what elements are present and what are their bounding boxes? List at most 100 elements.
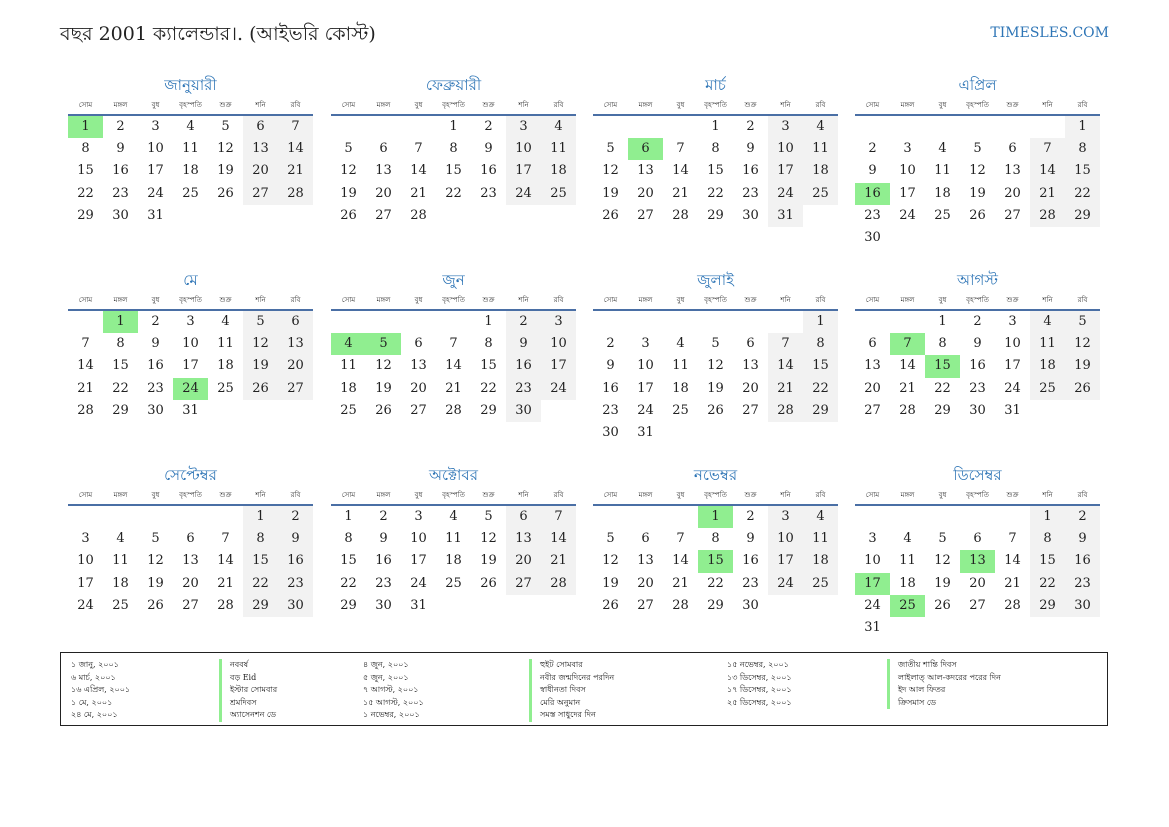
day-cell: 2 bbox=[151, 314, 160, 329]
legend-date: ২৪ মে, ২০০১ bbox=[71, 710, 118, 719]
day-cell: 23 bbox=[147, 380, 164, 396]
day-cell: 20 bbox=[375, 185, 392, 201]
day-cell: 22 bbox=[707, 575, 724, 591]
day-grid: 1 2 3 4 5 6 7 8 9 10 11 12 13 14 15 16 17 18 19 20 21 22 23 24 2… bbox=[855, 311, 1100, 422]
weekday-label: মঙ্গল bbox=[376, 296, 391, 304]
day-cell: 24 bbox=[1004, 380, 1021, 396]
month-name: ফেব্রুয়ারী bbox=[425, 76, 482, 94]
weekday-label: বৃহস্পতি bbox=[179, 296, 202, 304]
day-cell: 2 bbox=[746, 509, 755, 524]
day-cell: 21 bbox=[1030, 182, 1065, 205]
legend-date: ৬ মার্চ, ২০০১ bbox=[71, 672, 116, 682]
weekday-label: বুধ bbox=[676, 491, 685, 499]
day-cell: 20 bbox=[506, 550, 541, 573]
legend-holiday-name: ইদ আল ফিতর bbox=[887, 684, 945, 697]
day-cell: 10 bbox=[768, 528, 803, 551]
day-cell: 25 bbox=[182, 185, 199, 201]
empty-cell bbox=[401, 311, 436, 333]
day-cell: 4 bbox=[116, 531, 125, 547]
day-cell: 8 bbox=[116, 336, 125, 352]
day-cell: 14 bbox=[77, 358, 94, 374]
weekday-label: মঙ্গল bbox=[113, 296, 128, 304]
weekday-label: রবি bbox=[553, 101, 564, 109]
day-cell: 22 bbox=[707, 185, 724, 201]
legend-row: ১ নভেম্বর, ২০০১ সমস্ত সাধুদের দিন bbox=[363, 709, 723, 722]
weekday-label: শনি bbox=[255, 491, 266, 499]
day-cell: 19 bbox=[602, 185, 619, 201]
weekday-header: সোম মঙ্গল বুধ বৃহস্পতি শুক্র শনি রবি bbox=[593, 96, 838, 116]
weekday-label: সোম bbox=[341, 101, 356, 109]
day-cell: 3 bbox=[541, 311, 576, 334]
empty-cell bbox=[995, 617, 1030, 639]
weekday-label: শনি bbox=[1042, 296, 1053, 304]
holiday-day-cell: 15 bbox=[698, 550, 733, 573]
weekday-label: রবি bbox=[290, 296, 301, 304]
day-cell: 21 bbox=[672, 575, 689, 591]
empty-cell bbox=[68, 506, 103, 528]
weekday-label: শুক্র bbox=[482, 101, 495, 109]
day-cell: 9 bbox=[973, 336, 982, 352]
day-cell: 17 bbox=[899, 185, 916, 201]
day-cell: 18 bbox=[803, 160, 838, 183]
empty-cell bbox=[436, 595, 471, 617]
holiday-day-cell: 1 bbox=[698, 506, 733, 529]
holiday-legend: ১ জানু, ২০০১ নববর্ষ ৬ মার্চ, ২০০১ বড় Eid ১৬… bbox=[60, 652, 1108, 726]
day-cell: 13 bbox=[375, 163, 392, 179]
legend-row: ১৬ এপ্রিল, ২০০১ ইস্টার সোমবার bbox=[71, 684, 431, 697]
day-cell: 20 bbox=[864, 380, 881, 396]
weekday-label: বৃহস্পতি bbox=[966, 296, 989, 304]
day-cell: 15 bbox=[707, 163, 724, 179]
day-cell: 13 bbox=[637, 553, 654, 569]
day-cell: 18 bbox=[112, 575, 129, 591]
day-cell: 30 bbox=[375, 597, 392, 613]
day-cell: 30 bbox=[602, 424, 619, 440]
empty-cell bbox=[663, 506, 698, 528]
day-cell: 12 bbox=[602, 163, 619, 179]
day-cell: 10 bbox=[768, 138, 803, 161]
day-cell: 2 bbox=[506, 311, 541, 334]
day-cell: 18 bbox=[217, 358, 234, 374]
month-block: ফেব্রুয়ারী সোম মঙ্গল বুধ বৃহস্পতি শুক্র শনি রব… bbox=[331, 74, 576, 227]
site-link[interactable]: TIMESLES.COM bbox=[990, 25, 1109, 41]
day-cell: 6 bbox=[868, 336, 877, 352]
weekday-label: মঙ্গল bbox=[113, 101, 128, 109]
day-cell: 17 bbox=[77, 575, 94, 591]
day-cell: 3 bbox=[81, 531, 90, 547]
weekday-label: বৃহস্পতি bbox=[179, 491, 202, 499]
weekday-header: সোম মঙ্গল বুধ বৃহস্পতি শুক্র শনি রবি bbox=[855, 291, 1100, 311]
weekday-label: রবি bbox=[290, 101, 301, 109]
legend-row: ১৫ আগস্ট, ২০০১ মেরি অনুমান bbox=[363, 696, 723, 709]
day-cell: 1 bbox=[344, 509, 353, 524]
month-block: নভেম্বর সোম মঙ্গল বুধ বৃহস্পতি শুক্র শনি রবি 1 2 3… bbox=[593, 464, 838, 617]
day-cell: 26 bbox=[1065, 377, 1100, 400]
day-cell: 27 bbox=[969, 597, 986, 613]
day-cell: 30 bbox=[112, 207, 129, 223]
day-cell: 19 bbox=[934, 575, 951, 591]
empty-cell bbox=[208, 400, 243, 422]
day-cell: 31 bbox=[768, 204, 803, 227]
empty-cell bbox=[890, 227, 925, 249]
legend-holiday-name: মেরি অনুমান bbox=[529, 696, 580, 709]
day-cell: 18 bbox=[182, 163, 199, 179]
day-grid: 1 2 3 4 5 6 7 8 9 10 11 12 13 14 15 16 17 18 19 20 21 22 23 24 2… bbox=[593, 311, 838, 444]
day-cell: 20 bbox=[742, 380, 759, 396]
weekday-header: সোম মঙ্গল বুধ বৃহস্পতি শুক্র শনি রবি bbox=[331, 291, 576, 311]
month-block: মার্চ সোম মঙ্গল বুধ বৃহস্পতি শুক্র শনি রবি 1 2 3 4 5… bbox=[593, 74, 838, 227]
day-cell: 30 bbox=[742, 207, 759, 223]
empty-cell bbox=[208, 506, 243, 528]
month-name: অক্টোবর bbox=[428, 466, 479, 484]
empty-cell bbox=[1030, 617, 1065, 639]
day-cell: 26 bbox=[602, 597, 619, 613]
empty-cell bbox=[331, 311, 366, 333]
day-cell: 29 bbox=[340, 597, 357, 613]
legend-holiday-name: স্বাধীনতা দিবস bbox=[529, 684, 586, 697]
empty-cell bbox=[995, 116, 1030, 138]
day-cell: 13 bbox=[410, 358, 427, 374]
day-cell: 15 bbox=[445, 163, 462, 179]
legend-date: ১৬ এপ্রিল, ২০০১ bbox=[71, 685, 131, 694]
day-cell: 19 bbox=[243, 355, 278, 378]
weekday-label: শুক্র bbox=[1006, 296, 1019, 304]
day-cell: 5 bbox=[606, 531, 615, 547]
empty-cell bbox=[925, 116, 960, 138]
day-cell: 12 bbox=[147, 553, 164, 569]
